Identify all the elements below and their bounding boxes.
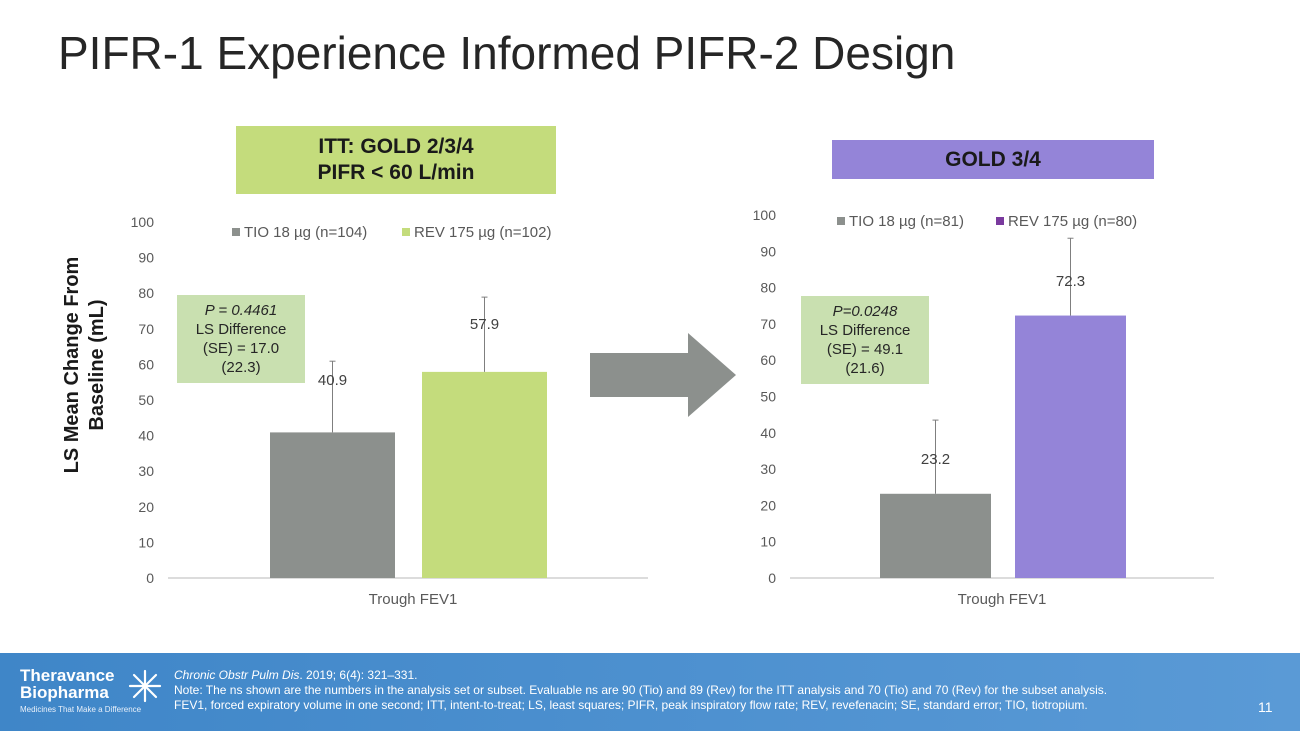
itt-stat-box: P = 0.4461 LS Difference (SE) = 17.0 (22… [177,295,305,383]
itt-legend-label: TIO 18 µg (n=104) [244,224,367,241]
logo-tagline: Medicines That Make a Difference [20,705,142,714]
itt-bar-tio [270,432,395,578]
gold-bar-rev [1015,315,1126,578]
gold-legend-swatch [837,217,845,225]
gold-ytick-label: 10 [760,534,776,550]
gold-category-label: Trough FEV1 [958,591,1047,608]
itt-legend-label: REV 175 µg (n=102) [414,224,551,241]
itt-stat-line4: (22.3) [221,359,261,376]
gold-chart: 0 10 20 30 40 50 60 70 80 90 100 23.2 72.3 Trough FEV… [753,207,1214,608]
gold-stat-line2: LS Difference [819,322,911,339]
itt-ytick-label: 100 [131,214,155,230]
gold-legend-swatch [996,217,1004,225]
itt-p-value: P = 0.4461 [204,302,278,319]
gold-stat-line3: (SE) = 49.1 [826,341,904,358]
gold-ytick-label: 50 [760,389,776,405]
itt-ytick-label: 60 [138,356,154,372]
itt-ytick-label: 90 [138,250,154,266]
itt-ytick-label: 30 [138,463,154,479]
gold-ytick-label: 20 [760,497,776,513]
company-logo: Theravance Biopharma Medicines That Make… [20,667,141,714]
star-logo-icon [128,669,162,703]
citation: Chronic Obstr Pulm Dis. 2019; 6(4): 321–… [174,668,1107,683]
itt-ytick-label: 70 [138,321,154,337]
itt-legend-swatch [232,228,240,236]
itt-ytick-label: 40 [138,428,154,444]
footer-bar: Theravance Biopharma Medicines That Make… [0,653,1300,731]
gold-banner-label: GOLD 3/4 [945,147,1041,171]
itt-banner-line2: PIFR < 60 L/min [317,161,475,184]
logo-line2: Biopharma [20,683,109,702]
gold-ytick-label: 80 [760,280,776,296]
itt-ytick-label: 80 [138,285,154,301]
itt-bar-rev [422,371,547,578]
itt-banner: ITT: GOLD 2/3/4 PIFR < 60 L/min [236,126,556,194]
gold-ytick-label: 30 [760,461,776,477]
gold-ytick-label: 0 [768,570,776,586]
gold-p-value: P=0.0248 [832,303,898,320]
itt-banner-line1: ITT: GOLD 2/3/4 [318,135,474,158]
right-arrow-icon [590,333,736,417]
page-number: 11 [1258,699,1273,715]
gold-ytick-label: 70 [760,316,776,332]
itt-ytick-label: 50 [138,392,154,408]
slide-title: PIFR-1 Experience Informed PIFR-2 Design [58,27,956,79]
itt-ytick-label: 20 [138,499,154,515]
logo-line1: Theravance [20,666,115,685]
gold-stat-box: P=0.0248 LS Difference (SE) = 49.1 (21.6… [801,296,929,384]
footnote-abbreviations: FEV1, forced expiratory volume in one se… [174,698,1088,712]
itt-legend-swatch [402,228,410,236]
gold-legend-label: TIO 18 µg (n=81) [849,213,964,230]
gold-banner: GOLD 3/4 [832,140,1154,179]
gold-ytick-label: 60 [760,352,776,368]
footnote-note: Note: The ns shown are the numbers in th… [174,683,1108,697]
itt-stat-line2: LS Difference [195,321,287,338]
gold-ytick-label: 90 [760,243,776,259]
gold-bar-tio [880,493,991,578]
footer-notes: Chronic Obstr Pulm Dis. 2019; 6(4): 321–… [174,668,1107,713]
gold-stat-line4: (21.6) [845,360,885,377]
itt-ytick-label: 0 [146,570,154,586]
gold-data-label: 23.2 [921,451,950,468]
gold-data-label: 72.3 [1056,273,1085,290]
itt-chart: 0 10 20 30 40 50 60 70 80 90 100 40.9 57.9 Trough FEV… [131,214,648,608]
itt-category-label: Trough FEV1 [369,591,458,608]
itt-ytick-label: 10 [138,534,154,550]
gold-ytick-label: 40 [760,425,776,441]
citation-journal: Chronic Obstr Pulm Dis [174,668,300,682]
gold-legend-label: REV 175 µg (n=80) [1008,213,1137,230]
itt-stat-line3: (SE) = 17.0 [202,340,280,357]
itt-data-label: 40.9 [318,372,347,389]
itt-data-label: 57.9 [470,316,499,333]
gold-ytick-label: 100 [753,207,777,223]
citation-details: . 2019; 6(4): 321–331. [299,668,418,682]
